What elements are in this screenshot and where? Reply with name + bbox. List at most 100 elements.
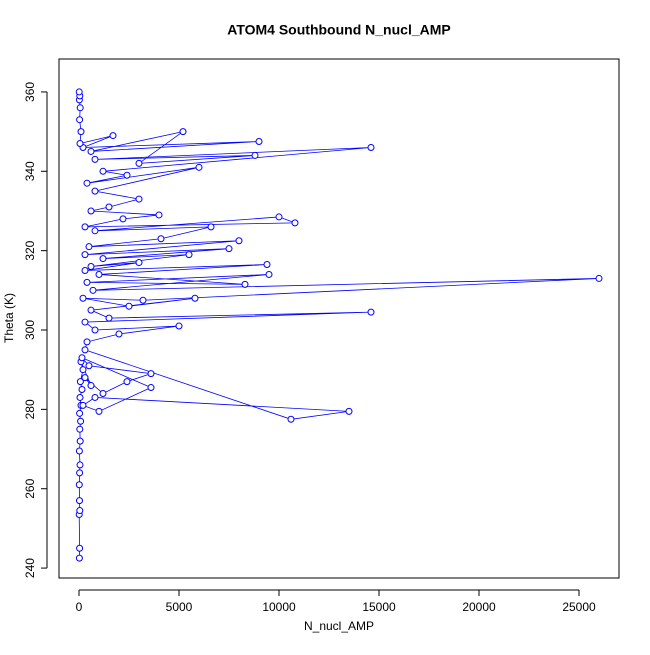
data-point [83, 338, 91, 346]
data-point [91, 187, 99, 195]
data-point [79, 294, 87, 302]
data-point [89, 286, 97, 294]
x-tick-label: 15000 [362, 600, 396, 614]
data-point [135, 259, 143, 267]
data-point [147, 384, 155, 392]
data-point [367, 308, 375, 316]
x-tick-label: 0 [76, 600, 83, 614]
data-point [345, 407, 353, 415]
data-point [76, 378, 84, 386]
data-point [91, 155, 99, 163]
data-point [155, 211, 163, 219]
data-point [78, 386, 86, 394]
data-point [287, 415, 295, 423]
x-tick-label: 5000 [166, 600, 193, 614]
y-tick-label: 300 [23, 320, 37, 340]
data-point [81, 251, 89, 259]
data-point [77, 417, 85, 425]
data-point [91, 227, 99, 235]
data-point [115, 330, 123, 338]
data-point [195, 163, 203, 171]
data-point [87, 147, 95, 155]
x-tick-label: 20000 [462, 600, 496, 614]
data-point [79, 401, 87, 409]
chart-title: ATOM4 Southbound N_nucl_AMP [227, 22, 450, 38]
data-point [79, 366, 87, 374]
data-point [76, 104, 84, 112]
data-point [255, 138, 263, 146]
data-point [83, 179, 91, 187]
data-point [75, 481, 83, 489]
data-point [99, 167, 107, 175]
x-tick-label: 25000 [562, 600, 596, 614]
data-point [81, 223, 89, 231]
y-tick-label: 360 [23, 82, 37, 102]
data-point [123, 378, 131, 386]
data-point [135, 195, 143, 203]
data-point [87, 382, 95, 390]
data-point [135, 159, 143, 167]
data-point [77, 128, 85, 136]
data-point [175, 322, 183, 330]
data-point [75, 554, 83, 562]
data-point [81, 318, 89, 326]
data-point [139, 296, 147, 304]
data-point [85, 362, 93, 370]
data-point [241, 280, 249, 288]
data-point [81, 374, 89, 382]
data-point [76, 469, 84, 477]
data-point [251, 151, 259, 159]
data-point [123, 171, 131, 179]
data-point [179, 128, 187, 136]
data-point [75, 447, 83, 455]
data-point [76, 497, 83, 505]
data-point [95, 270, 103, 278]
data-point [76, 425, 84, 433]
data-point [75, 88, 83, 96]
data-point [83, 278, 91, 286]
data-point [76, 116, 84, 124]
y-tick-label: 260 [23, 478, 37, 498]
data-point [119, 215, 127, 223]
data-point [191, 294, 199, 302]
data-point [125, 302, 133, 310]
data-point [275, 213, 283, 221]
data-point [263, 261, 271, 269]
data-point [91, 393, 99, 401]
data-point [76, 461, 84, 469]
data-point [76, 437, 84, 445]
data-point [87, 263, 95, 271]
data-point [235, 237, 243, 245]
data-point [76, 544, 84, 552]
data-point [76, 507, 84, 515]
data-point [76, 393, 84, 401]
y-tick-label: 240 [23, 558, 37, 578]
data-point [185, 251, 193, 259]
data-point [105, 314, 113, 322]
data-point [99, 255, 107, 263]
data-point [157, 235, 165, 243]
data-point [105, 203, 113, 211]
data-point [81, 346, 89, 354]
data-point [265, 270, 273, 278]
data-point [81, 266, 89, 274]
y-tick-label: 340 [23, 161, 37, 181]
x-tick-label: 10000 [262, 600, 296, 614]
y-axis-label: Theta (K) [2, 293, 16, 343]
x-axis-label: N_nucl_AMP [304, 619, 374, 633]
data-point [85, 243, 93, 251]
data-point [91, 326, 99, 334]
data-point [78, 354, 86, 362]
data-point [367, 143, 375, 151]
data-point [109, 132, 117, 140]
data-point [76, 140, 84, 148]
data-point [87, 207, 95, 215]
data-point [225, 245, 233, 253]
plot-frame [58, 58, 620, 579]
y-tick-label: 280 [23, 399, 37, 419]
data-point [76, 409, 84, 417]
data-point [95, 407, 103, 415]
data-point [99, 389, 107, 397]
